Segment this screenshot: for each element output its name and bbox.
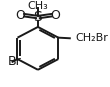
Text: O: O (50, 9, 60, 22)
Text: Br: Br (7, 55, 21, 68)
Text: CH₂Br: CH₂Br (76, 33, 109, 43)
Text: O: O (15, 9, 25, 22)
Text: S: S (34, 10, 42, 24)
Text: CH₃: CH₃ (28, 1, 48, 11)
